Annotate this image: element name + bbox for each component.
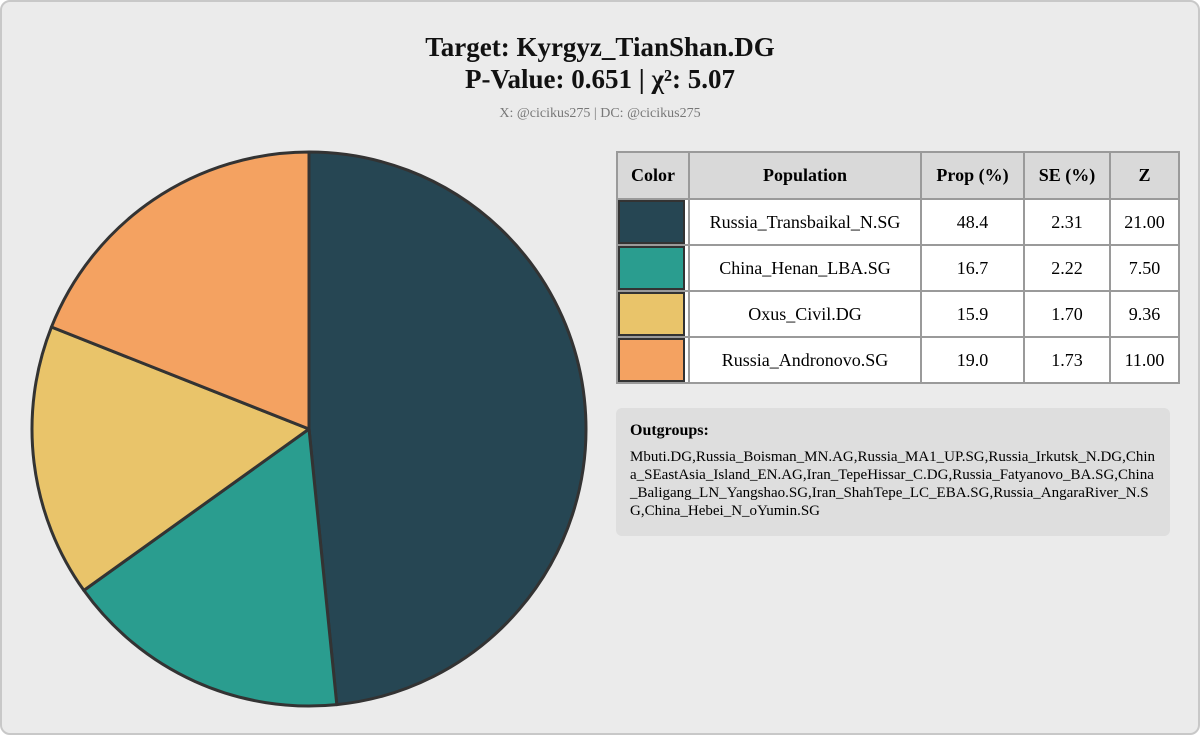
- column-header: Prop (%): [920, 151, 1025, 200]
- prop-cell: 48.4: [920, 198, 1025, 246]
- z-cell: 7.50: [1109, 244, 1180, 292]
- swatch-cell: [616, 336, 690, 384]
- outgroups-box: Outgroups: Mbuti.DG,Russia_Boisman_MN.AG…: [616, 408, 1170, 536]
- pie-chart: [30, 150, 588, 708]
- se-cell: 2.31: [1023, 198, 1111, 246]
- table-row: Russia_Transbaikal_N.SG 48.4 2.31 21.00: [616, 198, 1180, 246]
- color-swatch: [618, 246, 685, 290]
- se-cell: 1.70: [1023, 290, 1111, 338]
- z-cell: 21.00: [1109, 198, 1180, 246]
- pie-slice: [30, 325, 311, 592]
- se-cell: 2.22: [1023, 244, 1111, 292]
- population-cell: Russia_Andronovo.SG: [688, 336, 922, 384]
- outgroups-text: Mbuti.DG,Russia_Boisman_MN.AG,Russia_MA1…: [630, 449, 1156, 519]
- table-row: Russia_Andronovo.SG 19.0 1.73 11.00: [616, 336, 1180, 384]
- swatch-cell: [616, 244, 690, 292]
- results-table: Color Population Prop (%) SE (%) Z Russia_Tra…: [616, 151, 1180, 384]
- prop-cell: 19.0: [920, 336, 1025, 384]
- prop-cell: 15.9: [920, 290, 1025, 338]
- column-header: Population: [688, 151, 922, 200]
- color-swatch: [618, 200, 685, 244]
- color-swatch: [618, 338, 685, 382]
- pie-slice: [49, 150, 311, 431]
- pie-slice: [82, 427, 339, 708]
- prop-cell: 16.7: [920, 244, 1025, 292]
- chart-title: Target: Kyrgyz_TianShan.DG: [425, 32, 775, 62]
- population-cell: China_Henan_LBA.SG: [688, 244, 922, 292]
- column-header: Color: [616, 151, 690, 200]
- outgroups-label: Outgroups:: [630, 422, 709, 439]
- z-cell: 11.00: [1109, 336, 1180, 384]
- se-cell: 1.73: [1023, 336, 1111, 384]
- chart-subtitle: P-Value: 0.651 | χ²: 5.07: [465, 64, 735, 94]
- table-row: Oxus_Civil.DG 15.9 1.70 9.36: [616, 290, 1180, 338]
- pie-slice: [307, 150, 588, 707]
- credit: X: @cicikus275 | DC: @cicikus275: [499, 106, 701, 121]
- z-cell: 9.36: [1109, 290, 1180, 338]
- table-row: China_Henan_LBA.SG 16.7 2.22 7.50: [616, 244, 1180, 292]
- swatch-cell: [616, 198, 690, 246]
- population-cell: Oxus_Civil.DG: [688, 290, 922, 338]
- column-header: Z: [1109, 151, 1180, 200]
- population-cell: Russia_Transbaikal_N.SG: [688, 198, 922, 246]
- column-header: SE (%): [1023, 151, 1111, 200]
- color-swatch: [618, 292, 685, 336]
- swatch-cell: [616, 290, 690, 338]
